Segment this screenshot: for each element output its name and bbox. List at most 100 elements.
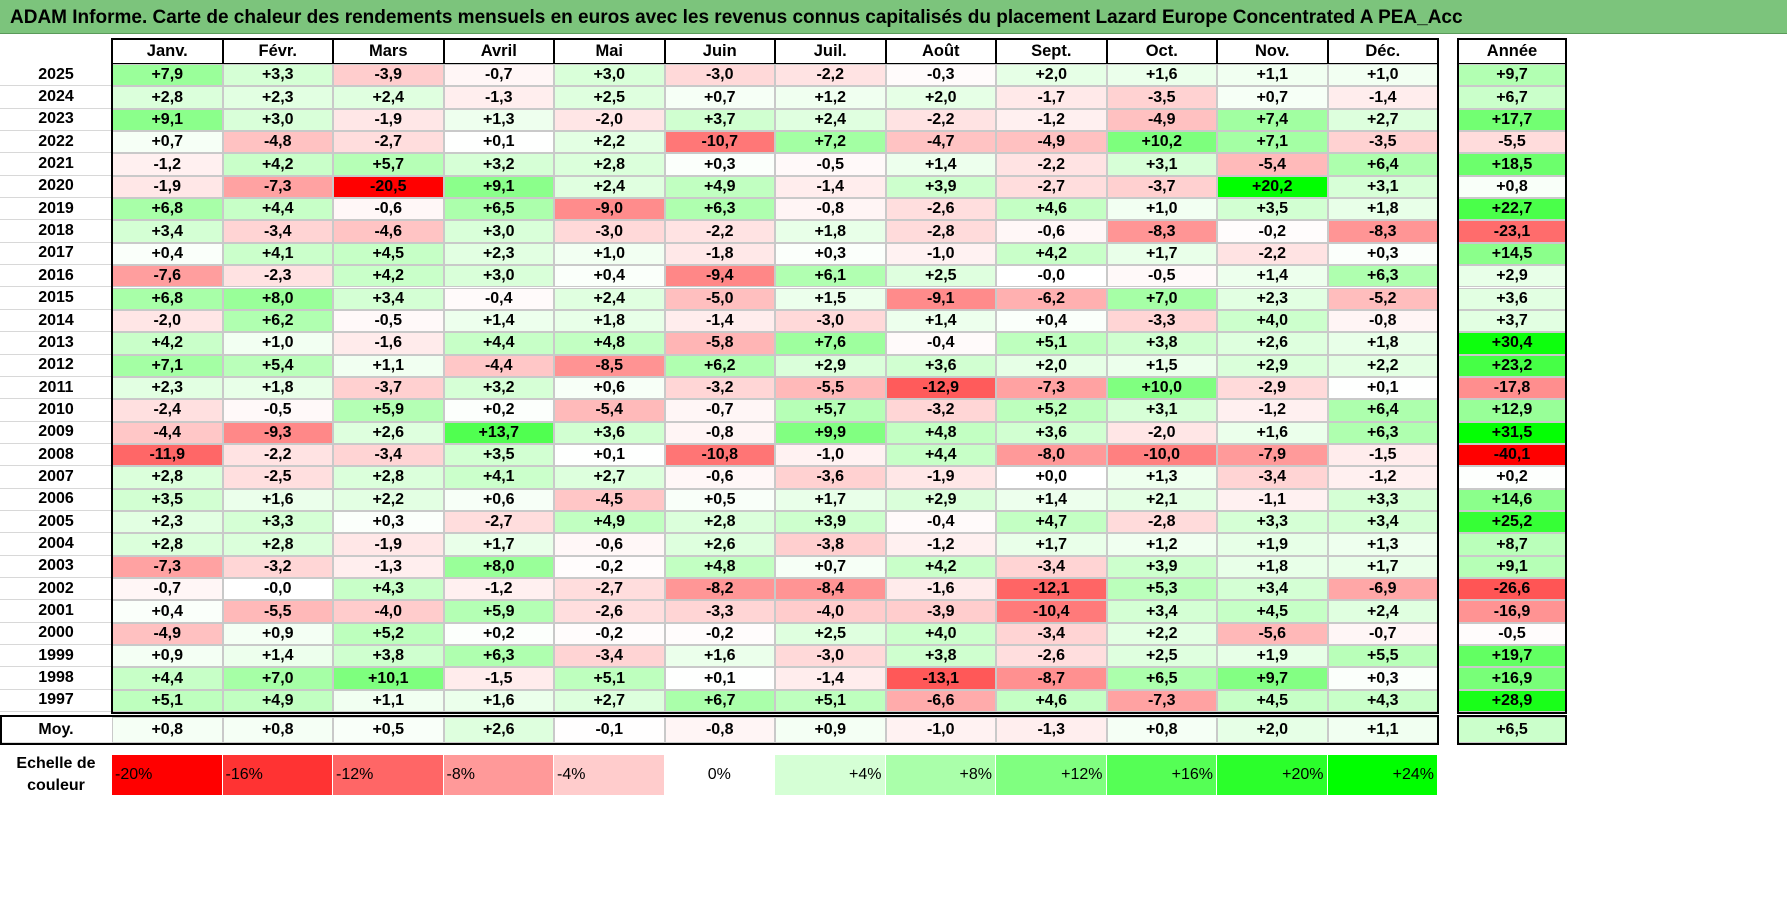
heatmap-cell: -1,3 (443, 86, 554, 109)
heatmap-cell: -7,6 (112, 265, 223, 288)
heatmap-cell: +2,8 (222, 533, 333, 556)
heatmap-cell: -2,2 (664, 220, 775, 243)
heatmap-cell: +6,8 (112, 198, 223, 221)
heatmap-cell: +2,8 (112, 533, 223, 556)
heatmap-cell: -3,0 (554, 220, 665, 243)
heatmap-cell: +1,6 (222, 488, 333, 511)
heatmap-cell: +3,6 (996, 421, 1107, 444)
heatmap-cell: -0,5 (333, 309, 444, 333)
heatmap-cell: -6,6 (885, 689, 996, 713)
average-cell: +0,8 (1106, 717, 1217, 744)
color-scale-swatch: +4% (775, 755, 886, 796)
heatmap-cell: -1,4 (664, 309, 775, 333)
annual-cell: +17,7 (1458, 108, 1566, 132)
heatmap-cell: +3,5 (443, 443, 554, 467)
heatmap-cell: +4,0 (885, 622, 996, 646)
heatmap-cell: +3,4 (1217, 578, 1328, 601)
heatmap-cell: -13,1 (885, 667, 996, 690)
heatmap-cell: -1,9 (333, 533, 444, 556)
heatmap-cell: +1,6 (1106, 64, 1217, 87)
heatmap-cell: -2,7 (554, 578, 665, 601)
heatmap-cell: +1,2 (1106, 533, 1217, 556)
heatmap-cell: -10,7 (664, 131, 775, 154)
annual-cell: +30,4 (1458, 332, 1566, 355)
heatmap-cell: -5,5 (222, 600, 333, 623)
heatmap-cell: +1,0 (1327, 64, 1438, 87)
heatmap-cell: +0,5 (664, 488, 775, 511)
month-header: Déc. (1327, 38, 1438, 64)
color-scale-swatch: -20% (112, 755, 223, 796)
heatmap-cell: +1,4 (885, 153, 996, 176)
annual-cell: +9,7 (1458, 64, 1566, 87)
row-year-label: 2018 (0, 220, 112, 243)
heatmap-cell: -1,4 (775, 667, 886, 690)
annual-cell: +3,7 (1458, 309, 1566, 333)
color-scale-swatch: 0% (664, 755, 775, 796)
month-header: Juil. (775, 38, 886, 64)
heatmap-cell: +1,7 (1327, 555, 1438, 579)
heatmap-cell: -7,3 (112, 555, 223, 579)
row-year-label: 2013 (0, 332, 112, 355)
heatmap-cell: +2,4 (1327, 600, 1438, 623)
heatmap-cell: +4,2 (222, 153, 333, 176)
heatmap-cell: +6,2 (664, 354, 775, 377)
heatmap-cell: +2,5 (1106, 645, 1217, 668)
month-header: Sept. (996, 38, 1107, 64)
heatmap-cell: +3,3 (1217, 511, 1328, 534)
heatmap-cell: -4,5 (554, 488, 665, 511)
heatmap-cell: -1,7 (996, 86, 1107, 109)
heatmap-cell: +0,0 (996, 466, 1107, 489)
heatmap-cell: -2,0 (1106, 421, 1217, 444)
heatmap-cell: -7,3 (996, 376, 1107, 400)
heatmap-cell: -1,4 (1327, 86, 1438, 109)
heatmap-cell: +5,2 (996, 399, 1107, 422)
heatmap-cell: +6,1 (775, 265, 886, 288)
heatmap-cell: +3,1 (1106, 399, 1217, 422)
heatmap-cell: -1,8 (664, 242, 775, 266)
heatmap-cell: +2,3 (112, 511, 223, 534)
month-header: Oct. (1106, 38, 1217, 64)
heatmap-cell: -3,6 (775, 466, 886, 489)
heatmap-cell: +0,1 (443, 131, 554, 154)
heatmap-cell: +3,6 (554, 421, 665, 444)
heatmap-cell: +5,9 (333, 399, 444, 422)
heatmap-cell: -0,3 (885, 64, 996, 87)
heatmap-cell: +3,1 (1106, 153, 1217, 176)
heatmap-cell: -6,9 (1327, 578, 1438, 601)
heatmap-cell: +2,6 (664, 533, 775, 556)
month-header: Févr. (222, 38, 333, 64)
heatmap-cell: +4,8 (885, 421, 996, 444)
heatmap-cell: +5,3 (1106, 578, 1217, 601)
heatmap-cell: +5,4 (222, 354, 333, 377)
heatmap-cell: -5,2 (1327, 287, 1438, 310)
heatmap-cell: -2,6 (996, 645, 1107, 668)
row-year-label: 1997 (0, 689, 112, 713)
heatmap-cell: -1,0 (775, 443, 886, 467)
row-year-label: 2023 (0, 108, 112, 132)
heatmap-cell: -0,7 (1327, 622, 1438, 646)
heatmap-cell: -1,5 (1327, 443, 1438, 467)
heatmap-cell: +2,2 (554, 131, 665, 154)
heatmap-cell: +3,2 (443, 153, 554, 176)
heatmap-cell: +1,3 (443, 108, 554, 132)
row-year-label: 2000 (0, 622, 112, 646)
heatmap-cell: -3,5 (1327, 131, 1438, 154)
row-year-label: 2006 (0, 488, 112, 511)
heatmap-cell: -8,3 (1106, 220, 1217, 243)
year-header: Année (1458, 38, 1566, 64)
heatmap-cell: -0,8 (775, 198, 886, 221)
heatmap-cell: -3,4 (996, 555, 1107, 579)
row-year-label: 2022 (0, 131, 112, 154)
heatmap-cell: -3,4 (1217, 466, 1328, 489)
heatmap-cell: +0,7 (664, 86, 775, 109)
heatmap-cell: +2,8 (333, 466, 444, 489)
heatmap-cell: +1,3 (1106, 466, 1217, 489)
heatmap-cell: +3,9 (885, 175, 996, 199)
heatmap-cell: -3,9 (885, 600, 996, 623)
heatmap-cell: +2,1 (1106, 488, 1217, 511)
annual-cell: -23,1 (1458, 220, 1566, 243)
color-scale-swatch: -12% (333, 755, 444, 796)
row-year-label: 2003 (0, 555, 112, 579)
heatmap-cell: -11,9 (112, 443, 223, 467)
annual-cell: +9,1 (1458, 555, 1566, 579)
